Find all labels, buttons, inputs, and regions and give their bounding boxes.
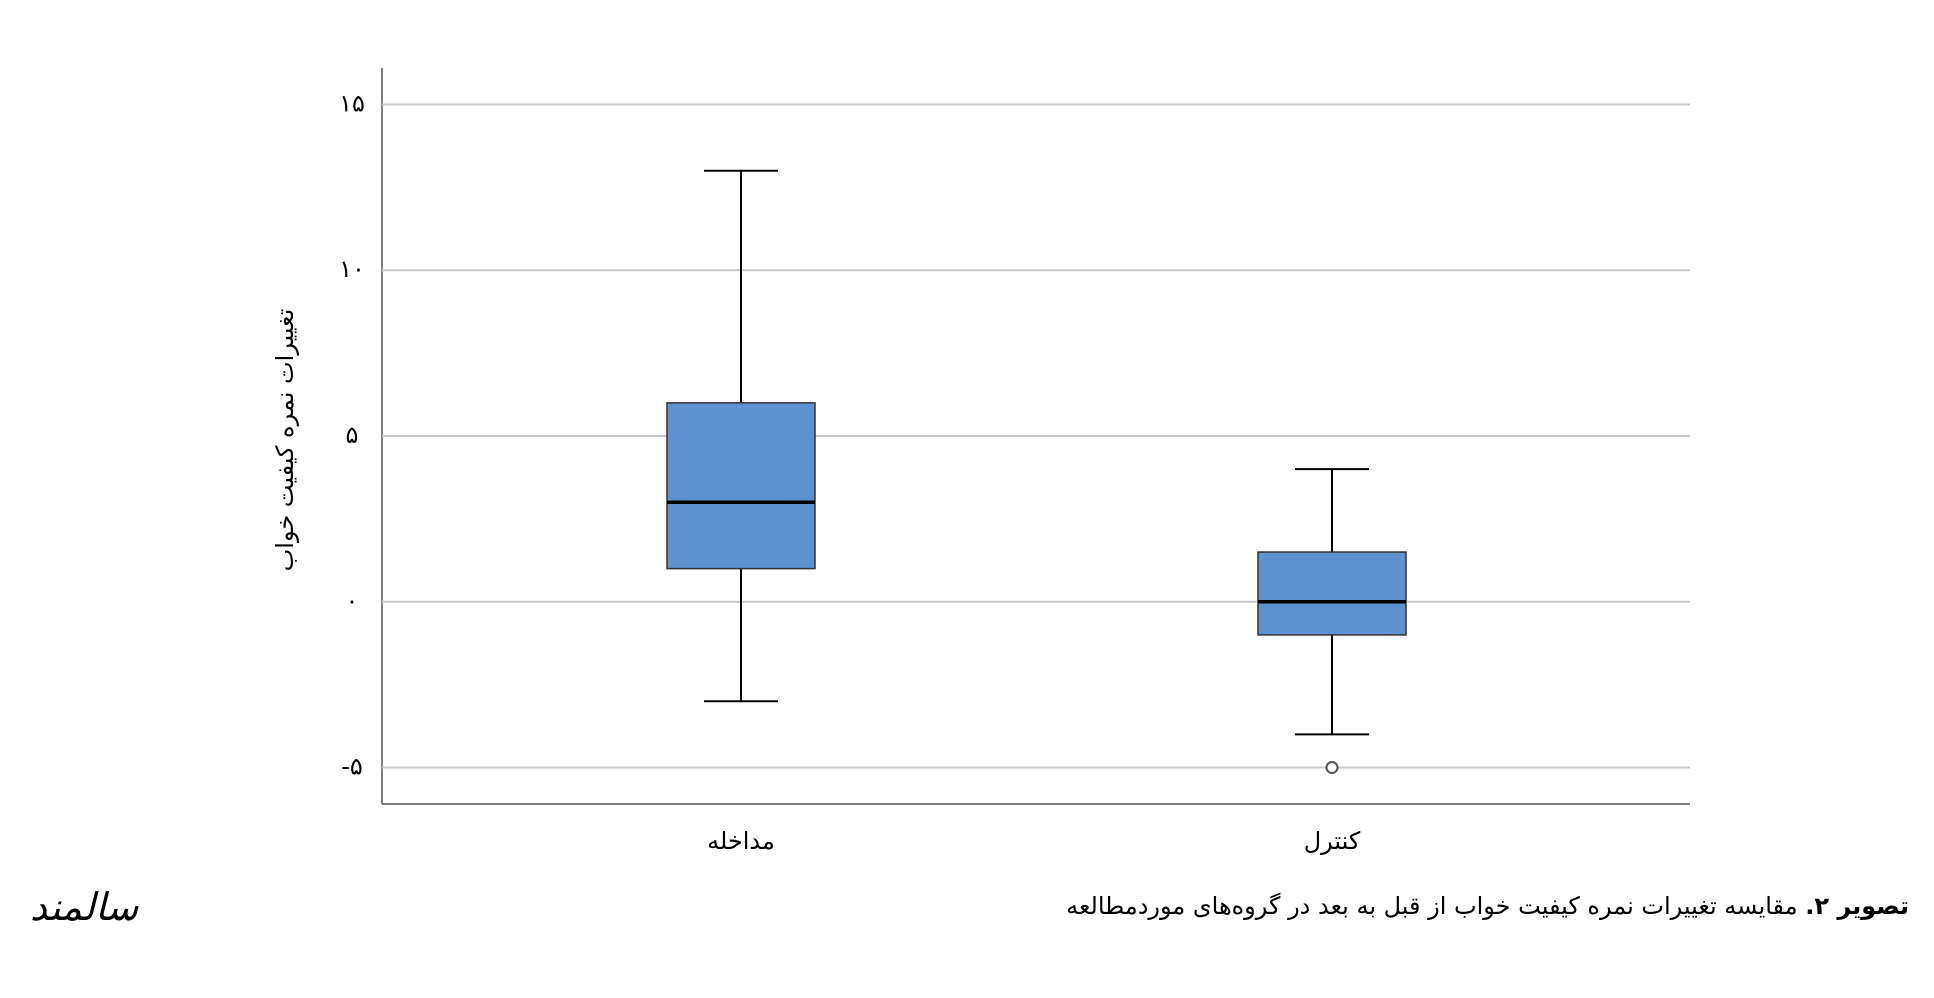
caption: تصویر ۲. مقایسه تغییرات نمره کیفیت خواب …	[1066, 892, 1909, 920]
box	[666, 402, 816, 570]
y-tick-label: ۱۵	[339, 89, 365, 117]
chart: تغییرات نمره کیفیت خواب -۵ ۰ ۵ ۱۰ ۱۵ مداخله کن…	[271, 68, 1690, 855]
caption-label: تصویر ۲.	[1805, 892, 1909, 920]
x-tick-label: مداخله	[707, 827, 775, 855]
outlier	[1325, 761, 1339, 775]
y-tick-label: ۰	[346, 587, 359, 615]
logo: سالمند	[30, 885, 139, 929]
box	[1257, 551, 1407, 636]
y-tick-label: ۵	[346, 421, 359, 449]
y-tick-label: -۵	[341, 753, 363, 781]
x-tick-label: کنترل	[1304, 827, 1361, 855]
caption-text: مقایسه تغییرات نمره کیفیت خواب از قبل به…	[1066, 892, 1798, 920]
y-axis-label: تغییرات نمره کیفیت خواب	[271, 309, 299, 572]
y-tick-label: ۱۰	[339, 255, 365, 283]
